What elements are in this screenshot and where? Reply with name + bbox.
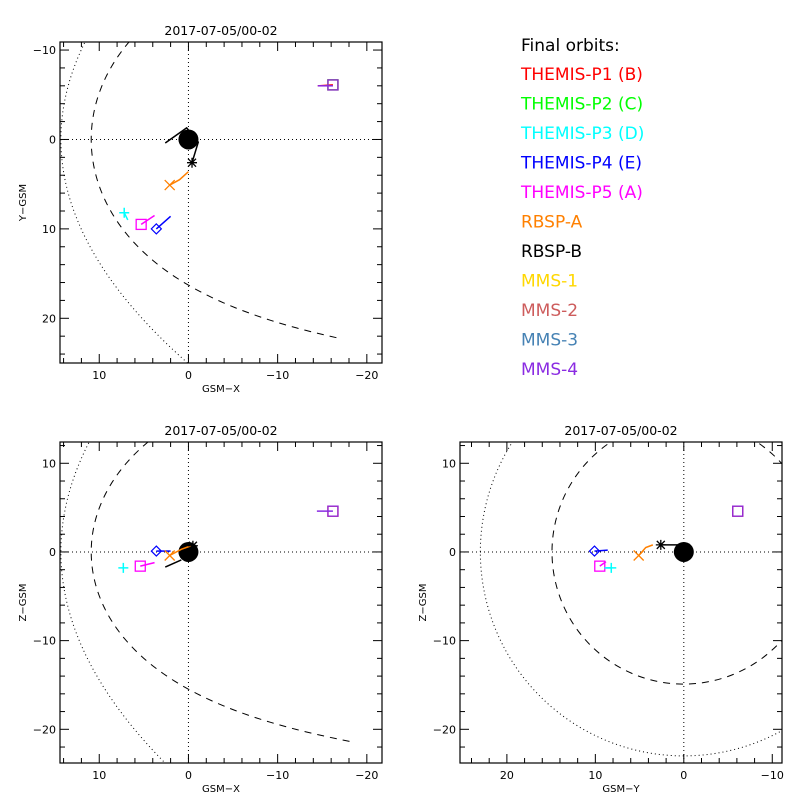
spacecraft-marker-x [164,179,176,191]
orbit-trail [164,559,182,568]
plot-yz-gsm: 2017-07-05/00-02 20 10 0 −10 10 0 −10 −20 GSM−Y Z−… [418,423,784,795]
orbit-trail [155,215,172,230]
y-tick-label: 0 [49,546,56,559]
plot-title: 2017-07-05/00-02 [164,23,277,38]
earth-marker [178,129,199,150]
legend-entry: THEMIS-P3 (D) [520,124,644,144]
magnetopause-line [90,442,350,742]
spacecraft-marker-square [327,79,339,91]
x-tick-label: 10 [588,769,602,782]
orbit-trail [164,126,200,163]
y-tick-label: −10 [33,44,56,57]
legend-entry: MMS-2 [521,301,578,321]
spacecraft-marker-square [134,560,146,572]
y-tick-label: 10 [42,223,56,236]
spacecraft-marker-diamond [150,223,163,235]
spacecraft-marker-plus [119,207,130,218]
spacecraft-marker-x [633,550,645,561]
plot-area [60,442,382,763]
legend-entry: THEMIS-P5 (A) [520,183,643,203]
legend-entry: MMS-1 [521,272,578,292]
orbit-trail [140,561,155,567]
legend-entry: MMS-4 [521,360,578,380]
y-tick-label: −10 [433,635,456,648]
spacecraft-marker-plus [118,562,129,573]
x-tick-label: 0 [185,769,192,782]
plot-frame [59,441,383,764]
spacecraft-marker-plus [606,562,617,573]
earth-marker [178,541,199,562]
spacecraft-marker-square [135,218,147,231]
x-tick-label: 20 [500,769,514,782]
y-tick-label: 10 [42,457,56,470]
legend-entry: THEMIS-P4 (E) [520,154,642,174]
y-tick-label: −20 [433,723,456,736]
x-tick-label: 0 [185,369,192,382]
spacecraft-marker-diamond [588,545,601,557]
x-tick-label: 0 [680,769,687,782]
spacecraft-marker-x [164,550,176,561]
x-tick-label: −10 [266,369,289,382]
plot-area [460,442,782,763]
x-axis-label: GSM−X [202,784,240,795]
spacecraft-marker-diamond [150,545,163,557]
x-tick-label: 10 [92,769,106,782]
x-tick-label: −20 [355,769,378,782]
earth-marker [673,541,694,562]
plot-frame [459,441,783,764]
x-tick-label: −10 [266,769,289,782]
magnetopause-line [90,42,338,339]
y-tick-label: −10 [33,635,56,648]
x-axis-label: GSM−Y [602,784,640,795]
plot-frame [59,41,383,364]
legend-entry: THEMIS-P2 (C) [520,95,643,115]
spacecraft-marker-asterisk [655,539,666,550]
y-axis-label: Y−GSM [18,184,29,222]
spacecraft-marker-square [732,505,744,517]
x-axis-label: GSM−X [202,384,240,395]
y-tick-label: 0 [449,546,456,559]
legend-entry: RBSP-B [521,242,582,262]
spacecraft-marker-asterisk [187,540,198,551]
bow-shock-line [60,442,166,763]
spacecraft-marker-square [732,505,744,517]
legend-entry: THEMIS-P1 (B) [520,65,643,85]
x-tick-label: 10 [92,369,106,382]
plot-title: 2017-07-05/00-02 [564,423,677,438]
legend: Final orbits: THEMIS-P1 (B) THEMIS-P2 (C)… [520,36,644,380]
y-axis-label: Z−GSM [418,584,429,622]
y-axis-label: Z−GSM [18,584,29,622]
x-tick-label: −20 [355,369,378,382]
x-tick-label: −10 [761,769,784,782]
orbit-trail [169,171,189,186]
legend-entry: RBSP-A [521,213,583,233]
spacecraft-marker-asterisk [187,157,198,168]
y-tick-label: 10 [442,457,456,470]
plot-xy-gsm: 2017-07-05/00-02 10 0 −10 −20 −10 0 10 20 GSM−X Y−… [18,23,383,395]
y-tick-label: 20 [42,312,56,325]
orbit-trail [140,214,155,226]
y-tick-label: −20 [33,723,56,736]
legend-entry: MMS-3 [521,331,578,351]
orbit-trail [594,549,608,552]
legend-title: Final orbits: [521,36,620,56]
spacecraft-marker-square [327,505,339,517]
plot-title: 2017-07-05/00-02 [164,423,277,438]
plot-xz-gsm: 2017-07-05/00-02 10 0 −10 −20 10 0 −10 −20 GSM−X Z… [18,423,383,795]
spacecraft-marker-square [594,560,606,572]
orbit-trail [169,545,192,557]
y-tick-label: 0 [49,133,56,146]
